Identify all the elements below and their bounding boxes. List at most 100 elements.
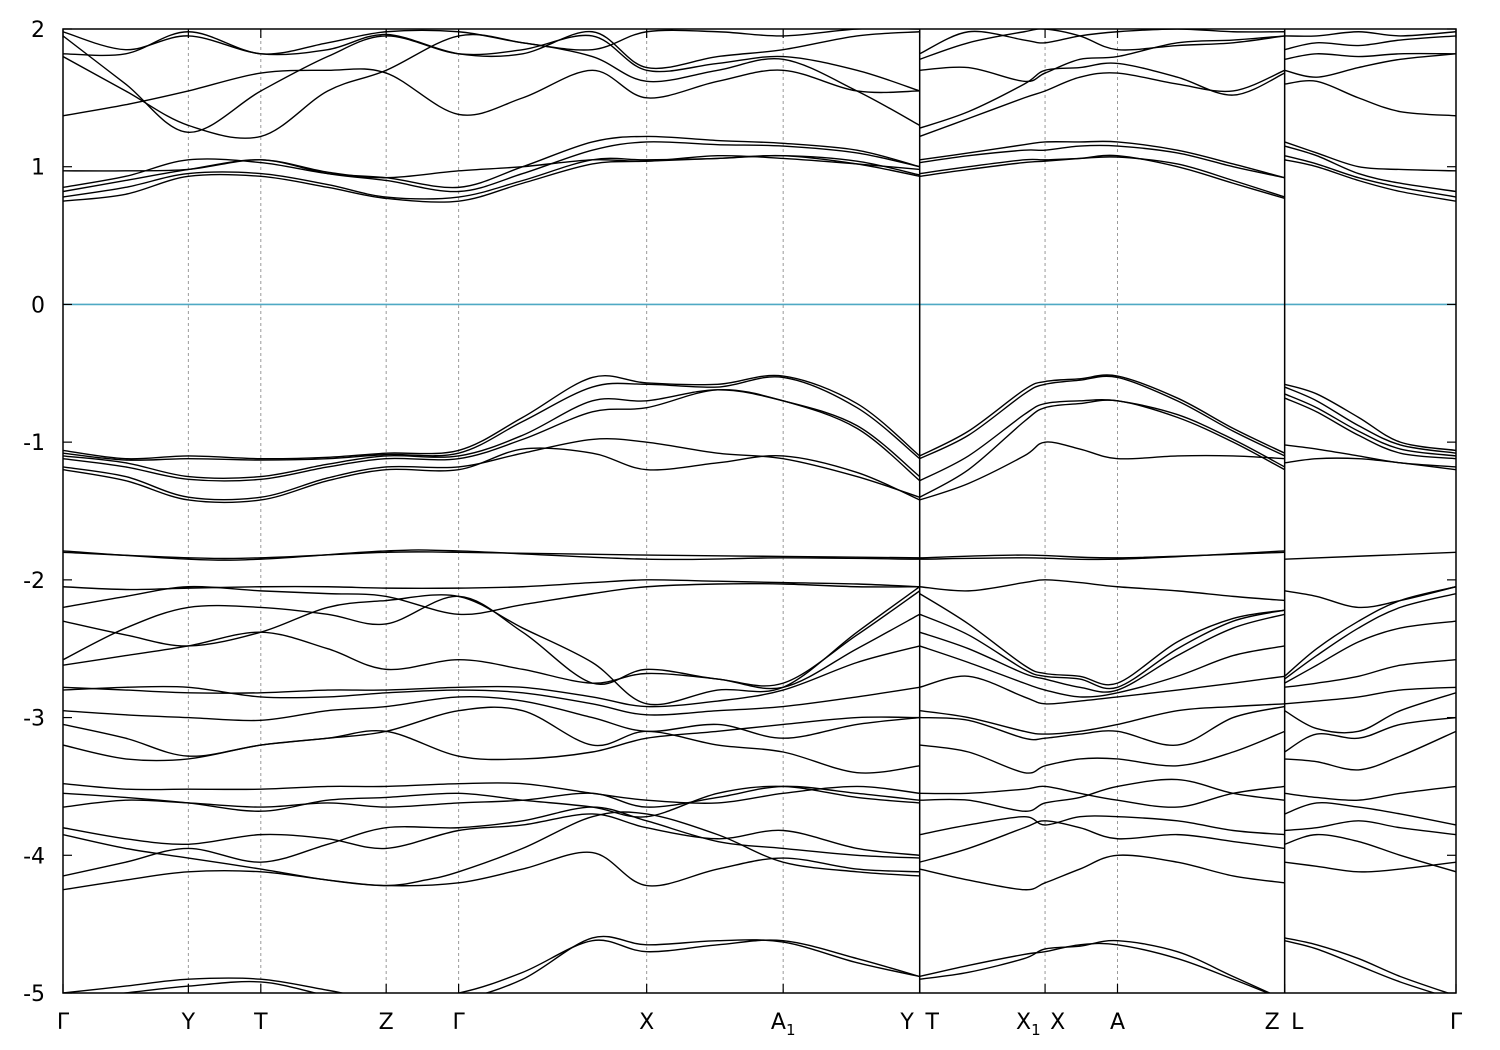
band-line [1284, 52, 1456, 60]
band-line [919, 730, 1285, 774]
band-line [63, 447, 920, 504]
band-line [919, 820, 1285, 863]
band-line [63, 438, 920, 501]
y-tick-label: 0 [31, 293, 45, 318]
band-line [919, 62, 1285, 129]
band-line [63, 135, 920, 189]
band-line [1284, 80, 1456, 117]
band-line [919, 441, 1285, 501]
band-line [919, 675, 1285, 705]
band-line [1284, 457, 1456, 471]
band-line [919, 815, 1285, 836]
band-line [63, 376, 921, 461]
x-tick-label: A1 [771, 1010, 796, 1039]
x-tick-label: Γ [452, 1010, 465, 1035]
band-line [919, 35, 1285, 83]
band-line [1284, 141, 1456, 172]
band-line [919, 705, 1285, 746]
band-line [1284, 592, 1456, 680]
plot-frame [62, 28, 1457, 994]
band-line [63, 685, 920, 716]
x-tick-label: X [1050, 1010, 1065, 1035]
band-line [1284, 444, 1456, 468]
x-tick-label: L [1291, 1010, 1304, 1035]
band-line [919, 579, 1285, 602]
band-line [919, 144, 1285, 179]
band-line [1284, 586, 1456, 609]
band-line [1284, 620, 1456, 684]
band-line [919, 854, 1285, 891]
x-tick-label: Γ [57, 1010, 70, 1035]
band-line [1284, 586, 1456, 677]
band-line [919, 593, 1285, 686]
band-line [919, 609, 1285, 690]
x-axis: Γ Y T Z Γ X A1 Y T X1 X A Z L Γ [57, 29, 1463, 1039]
x-tick-label: T [925, 1010, 940, 1035]
band-line [1284, 686, 1456, 705]
band-line [63, 613, 921, 690]
band-line [919, 374, 1285, 457]
segment-break-lines [918, 29, 1286, 993]
band-line [919, 399, 1285, 498]
band-line [1284, 35, 1456, 51]
x-tick-label: X [639, 1010, 654, 1035]
band-line [63, 582, 920, 616]
vertical-grid-lines [187, 29, 1119, 993]
band-line [919, 29, 1285, 55]
band-line [919, 156, 1285, 198]
band-line [63, 389, 921, 479]
band-line [1284, 861, 1456, 873]
band-line [63, 154, 920, 179]
band-line [919, 942, 1270, 993]
band-line [63, 34, 920, 133]
band-line [63, 833, 920, 887]
band-line [63, 813, 920, 856]
band-line [1284, 145, 1456, 193]
band-line [919, 69, 1285, 138]
band-line [919, 375, 1285, 460]
band-line [1284, 159, 1456, 202]
y-axis: -5 -4 -3 -2 -1 0 1 2 [23, 18, 1456, 1007]
band-line [63, 31, 920, 70]
band-line [919, 550, 1285, 561]
band-line [919, 398, 1285, 482]
band-line [63, 549, 920, 561]
band-line [919, 551, 1285, 559]
band-line [919, 703, 1285, 735]
band-line [1284, 31, 1456, 37]
band-line [63, 374, 921, 460]
y-tick-label: -3 [23, 707, 45, 732]
band-line [63, 782, 920, 804]
band-line [1284, 393, 1456, 457]
band-line [1284, 939, 1437, 993]
band-line [919, 140, 1285, 179]
band-line [63, 33, 921, 139]
band-line [63, 806, 920, 877]
band-line [919, 939, 1272, 993]
x-tick-label: Z [379, 1010, 394, 1035]
band-line [1284, 692, 1456, 734]
band-line [63, 939, 920, 993]
y-tick-label: -4 [23, 844, 45, 869]
x-tick-label: Γ [1450, 1010, 1463, 1035]
y-tick-label: -2 [23, 569, 45, 594]
band-line [63, 68, 920, 117]
band-line [63, 141, 920, 193]
band-line [919, 154, 1285, 200]
band-line [1284, 730, 1456, 771]
band-line [63, 706, 920, 774]
band-line [63, 785, 920, 818]
y-tick-label: -5 [23, 982, 45, 1007]
x-tick-label: T [253, 1010, 268, 1035]
band-line [1284, 833, 1456, 873]
band-line [1284, 937, 1451, 993]
band-line [1284, 386, 1456, 454]
band-line [1284, 716, 1456, 753]
band-line [63, 645, 920, 708]
band-line [919, 613, 1285, 693]
band-line [1284, 551, 1456, 560]
band-line [919, 785, 1285, 808]
band-line [1284, 802, 1456, 826]
y-tick-label: 2 [31, 18, 45, 43]
